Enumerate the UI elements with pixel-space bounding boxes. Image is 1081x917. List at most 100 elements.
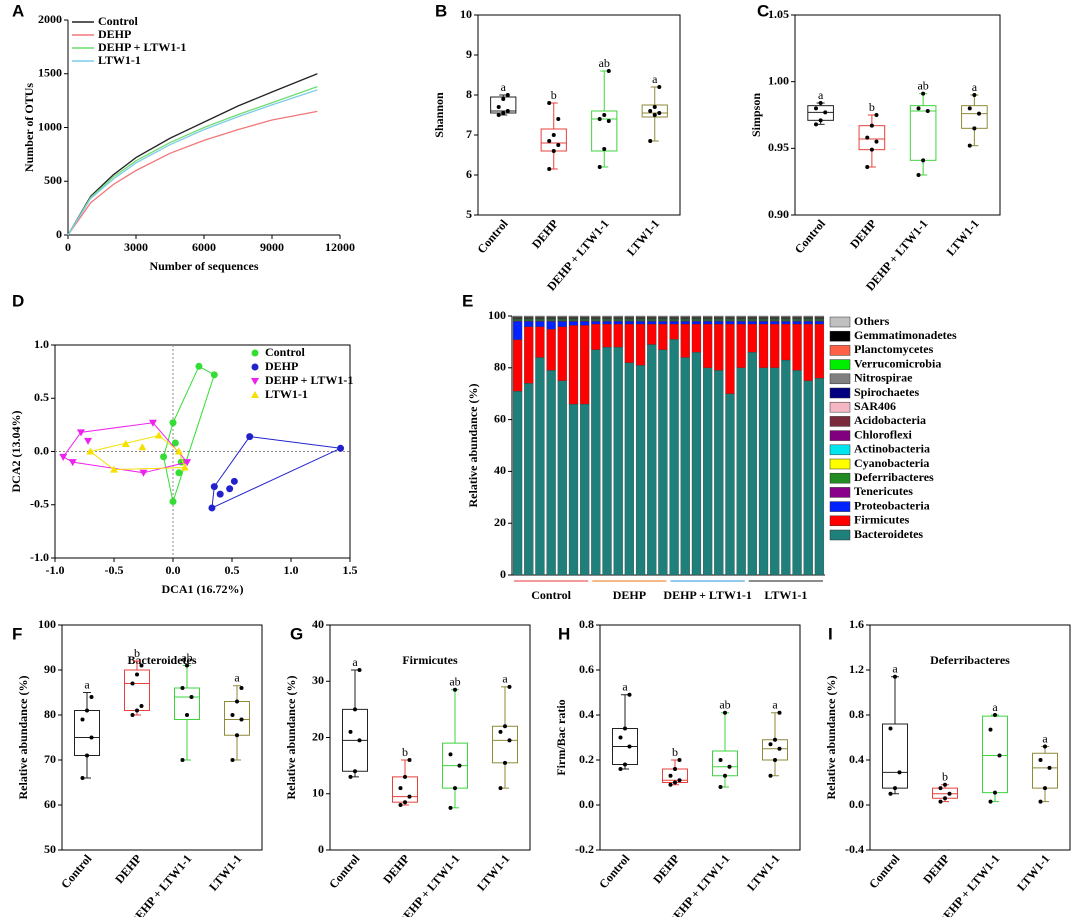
bar-segment — [624, 323, 634, 363]
significance-letter: b — [672, 745, 678, 759]
data-point — [938, 786, 943, 791]
bar-segment — [814, 315, 825, 317]
y-tick-label: 20 — [312, 729, 324, 743]
bar-segment — [814, 323, 825, 379]
line — [67, 73, 318, 236]
data-point — [210, 483, 218, 491]
bar-segment — [714, 315, 724, 317]
significance-letter: ab — [181, 650, 192, 664]
data-point — [498, 729, 503, 734]
data-point — [353, 707, 357, 712]
significance-letter: a — [992, 700, 998, 714]
legend-swatch — [829, 444, 851, 456]
bar-segment — [736, 367, 746, 576]
data-point — [503, 724, 507, 729]
bar-segment — [758, 315, 769, 317]
legend-label: Actinobacteria — [854, 442, 930, 456]
panel-label: D — [12, 291, 24, 310]
data-point — [130, 713, 135, 717]
y-tick-label: 1.2 — [849, 662, 864, 676]
data-point — [68, 459, 77, 467]
data-point — [668, 782, 673, 787]
y-tick-label: 0 — [500, 567, 506, 581]
legend-label: DEHP — [98, 27, 131, 41]
data-point — [943, 782, 947, 787]
y-tick-label: 0 — [56, 227, 62, 241]
x-tick-label: 6000 — [192, 240, 216, 254]
legend-swatch — [829, 345, 851, 356]
bar-segment — [546, 319, 556, 321]
data-point — [938, 799, 943, 804]
bar-segment — [580, 315, 590, 317]
significance-letter: a — [818, 88, 824, 102]
bar-segment — [512, 319, 523, 321]
line — [67, 110, 318, 236]
y-tick-label: 0.0 — [34, 443, 49, 457]
data-point — [235, 733, 239, 738]
legend-label: Control — [265, 345, 305, 359]
y-tick-label: 0.0 — [849, 797, 864, 811]
data-point — [972, 126, 977, 131]
data-point — [357, 668, 362, 672]
group-hull — [163, 365, 215, 504]
y-tick-label: 0.5 — [34, 390, 49, 404]
y-tick-label: 30 — [312, 673, 324, 687]
bar-segment — [758, 323, 769, 368]
bar-segment — [635, 323, 646, 366]
bar-segment — [524, 383, 534, 576]
bar-segment — [703, 323, 713, 368]
bar-segment — [613, 346, 623, 576]
plot-frame — [61, 624, 263, 851]
bar-segment — [535, 357, 545, 576]
data-point — [921, 91, 926, 96]
bar-segment — [803, 323, 813, 381]
y-tick-label: 1.05 — [768, 7, 789, 21]
data-point — [183, 459, 192, 467]
data-point — [874, 113, 879, 117]
data-point — [893, 786, 897, 791]
y-tick-label: 1.0 — [34, 337, 49, 351]
y-tick-label: 50 — [44, 842, 56, 856]
y-tick-label: 80 — [44, 707, 56, 721]
bar-segment — [647, 321, 657, 325]
bar-segment — [524, 315, 534, 317]
group-hull — [89, 434, 186, 471]
data-point — [110, 465, 118, 473]
bar-segment — [703, 321, 713, 325]
data-point — [85, 708, 89, 713]
bar-segment — [624, 362, 634, 576]
bar-segment — [535, 326, 545, 358]
data-point — [1047, 765, 1052, 770]
bar-segment — [725, 393, 735, 576]
bar-segment — [546, 321, 556, 330]
x-tick-label: Control — [596, 851, 633, 891]
bar-segment — [747, 315, 757, 317]
x-tick-label: 3000 — [124, 240, 148, 254]
legend-swatch — [829, 416, 851, 427]
y-axis-title: Relative abundance (%) — [824, 676, 838, 800]
data-point — [602, 113, 607, 117]
data-point — [507, 738, 512, 743]
data-point — [723, 773, 727, 778]
panel-label: B — [435, 1, 447, 20]
data-point — [216, 490, 224, 498]
y-tick-label: 60 — [494, 411, 506, 425]
x-tick-label: LTW1-1 — [943, 217, 981, 259]
data-point — [357, 738, 362, 743]
y-tick-label: 1.00 — [768, 73, 789, 87]
bar-segment — [803, 319, 813, 321]
data-point — [76, 429, 85, 437]
bar-segment — [736, 315, 746, 317]
bar-segment — [557, 315, 567, 317]
box — [540, 128, 567, 152]
data-point — [80, 717, 85, 722]
data-point — [180, 686, 185, 690]
bar-segment — [624, 319, 634, 321]
data-point — [135, 672, 139, 677]
box — [882, 723, 908, 789]
data-point — [993, 790, 997, 795]
box — [224, 701, 250, 736]
data-point — [869, 147, 874, 152]
bar-segment — [747, 321, 757, 325]
data-point — [627, 692, 632, 697]
